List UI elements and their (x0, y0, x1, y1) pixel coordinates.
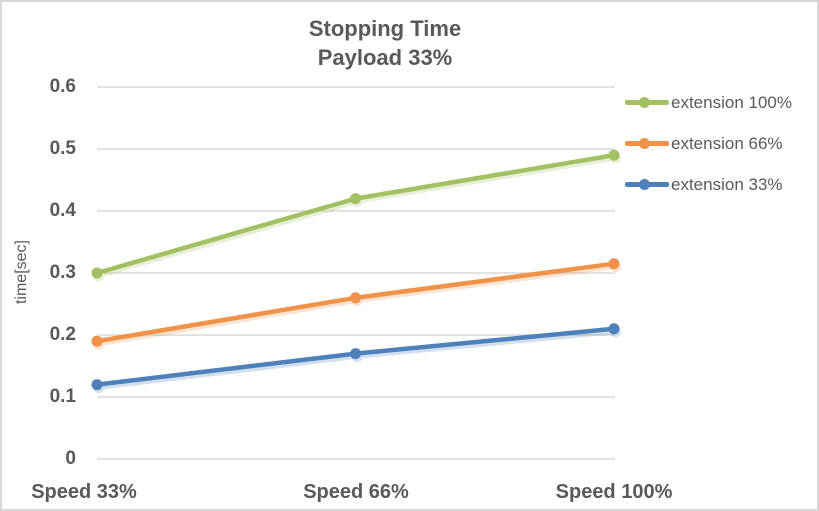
data-point (350, 193, 361, 205)
legend-item-extension-100: extension 100% (625, 90, 792, 115)
y-tick-label: 0 (65, 448, 76, 469)
legend-label: extension 66% (671, 134, 783, 153)
series-line-shadow-extension-100- (96, 155, 618, 279)
series-shadow-group-extension-100- (93, 152, 621, 282)
legend-dot-icon (639, 179, 650, 190)
data-point (350, 348, 361, 360)
data-point (608, 323, 620, 335)
legend-item-extension-66: extension 66% (625, 131, 783, 156)
y-tick-label: 0.3 (49, 262, 76, 283)
chart-title-line1: Stopping Time (308, 16, 462, 41)
legend-dot-icon (639, 97, 650, 108)
legend-item-extension-33: extension 33% (625, 172, 783, 197)
legend-label: extension 33% (671, 175, 783, 194)
legend-dot-icon (639, 138, 650, 149)
legend-marker-extension-66 (625, 131, 669, 156)
x-tick-label: Speed 100% (555, 481, 673, 503)
legend-marker-extension-33 (625, 172, 669, 197)
chart-title-line2: Payload 33% (317, 45, 453, 70)
data-point (91, 335, 103, 347)
y-tick-label: 0.5 (49, 138, 76, 159)
series-group-extension-33- (91, 323, 620, 391)
y-tick-label: 0.1 (49, 386, 76, 407)
x-tick-label: Speed 33% (31, 481, 137, 503)
data-point (608, 258, 620, 270)
data-point (350, 292, 361, 304)
data-point (91, 379, 103, 391)
x-tick-label: Speed 66% (303, 481, 409, 503)
y-tick-label: 0.2 (49, 324, 76, 345)
legend-label: extension 100% (671, 93, 792, 112)
data-point (91, 267, 103, 279)
data-point (608, 149, 620, 161)
y-tick-label: 0.6 (49, 76, 76, 97)
legend-marker-extension-100 (625, 90, 669, 115)
series-group-extension-100- (91, 149, 620, 279)
y-tick-label: 0.4 (49, 200, 76, 221)
chart-title: Stopping Time Payload 33% (2, 14, 768, 72)
series-group-extension-66- (91, 258, 620, 347)
